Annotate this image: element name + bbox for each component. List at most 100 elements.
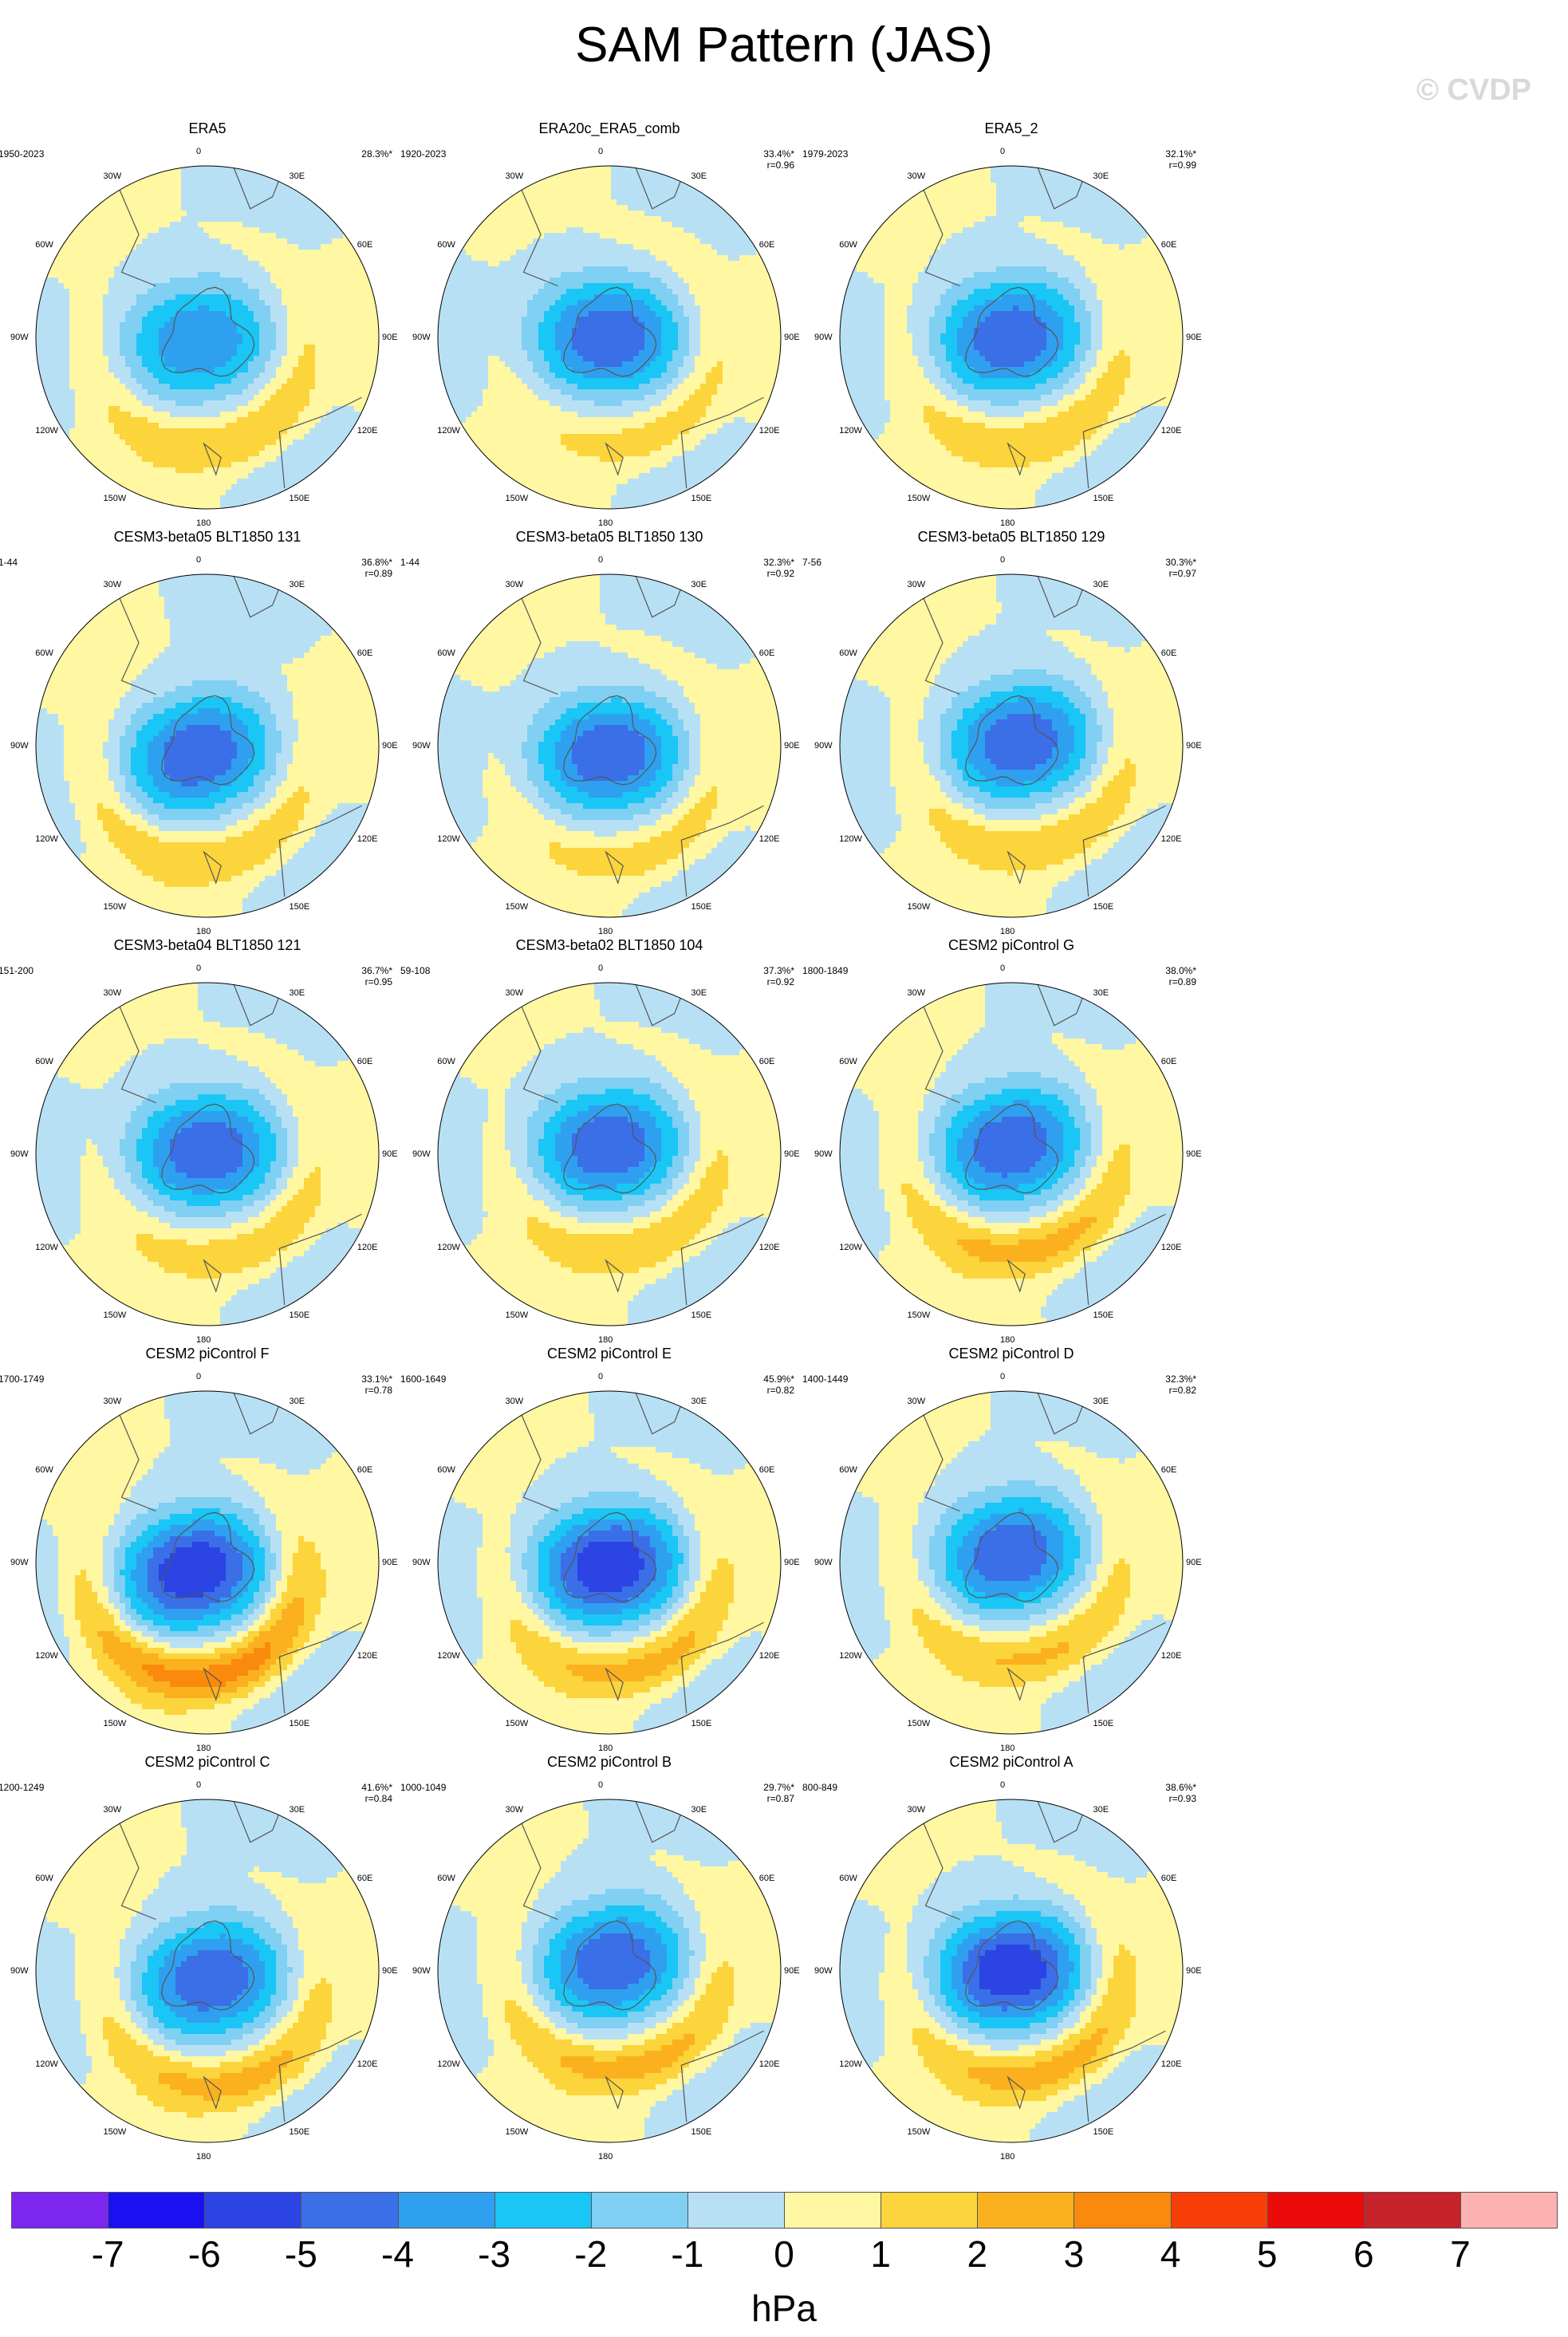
field-cell: [728, 227, 735, 234]
field-cell: [672, 244, 679, 250]
field-cell: [231, 490, 238, 496]
field-cell: [175, 183, 182, 189]
field-cell: [349, 278, 355, 284]
field-cell: [343, 328, 349, 334]
field-cell: [153, 445, 160, 451]
field-cell: [611, 199, 617, 206]
field-cell: [443, 294, 450, 301]
field-cell: [64, 423, 70, 429]
field-cell: [309, 216, 316, 223]
field-cell: [516, 328, 522, 334]
field-cell: [64, 339, 70, 345]
field-cell: [254, 428, 260, 435]
field-cell: [265, 300, 271, 306]
field-cell: [589, 244, 595, 250]
field-cell: [739, 350, 746, 357]
field-cell: [164, 317, 171, 323]
field-cell: [187, 289, 193, 295]
field-cell: [477, 233, 483, 239]
field-cell: [376, 367, 379, 373]
field-cell: [153, 283, 160, 290]
field-cell: [153, 227, 160, 234]
field-cell: [276, 473, 282, 479]
field-cell: [577, 311, 584, 317]
field-cell: [276, 490, 282, 496]
field-cell: [92, 356, 98, 362]
field-cell: [611, 305, 617, 312]
field-cell: [561, 194, 567, 200]
field-cell: [164, 384, 171, 390]
field-cell: [86, 412, 93, 418]
field-cell: [611, 289, 617, 295]
field-cell: [192, 183, 199, 189]
field-cell: [661, 233, 668, 239]
field-cell: [203, 339, 210, 345]
field-cell: [644, 255, 651, 262]
field-cell: [142, 272, 148, 278]
field-cell: [321, 283, 327, 290]
field-cell: [617, 305, 623, 312]
field-cell: [449, 255, 455, 262]
field-cell: [494, 356, 500, 362]
field-cell: [164, 238, 171, 245]
field-cell: [321, 389, 327, 396]
field-cell: [81, 384, 87, 390]
field-cell: [92, 300, 98, 306]
field-cell: [97, 244, 104, 250]
field-cell: [745, 345, 751, 351]
field-cell: [360, 389, 366, 396]
field-cell: [75, 266, 81, 273]
field-cell: [97, 356, 104, 362]
field-cell: [354, 384, 360, 390]
field-cell: [276, 305, 282, 312]
field-cell: [617, 283, 623, 290]
field-cell: [767, 328, 774, 334]
field-cell: [108, 238, 115, 245]
field-cell: [321, 216, 327, 223]
field-cell: [181, 495, 187, 502]
field-cell: [672, 171, 679, 178]
field-cell: [555, 305, 561, 312]
field-cell: [293, 462, 299, 468]
field-cell: [656, 188, 662, 195]
field-cell: [81, 294, 87, 301]
field-cell: [644, 272, 651, 278]
field-cell: [75, 294, 81, 301]
field-cell: [164, 406, 171, 412]
field-cell: [103, 205, 109, 211]
field-cell: [622, 294, 628, 301]
field-cell: [69, 238, 76, 245]
field-cell: [187, 311, 193, 317]
field-cell: [438, 289, 444, 295]
field-cell: [672, 255, 679, 262]
field-cell: [667, 300, 673, 306]
field-cell: [276, 462, 282, 468]
field-cell: [103, 406, 109, 412]
field-cell: [734, 356, 740, 362]
field-cell: [259, 177, 266, 183]
field-cell: [572, 322, 578, 329]
field-cell: [499, 317, 506, 323]
field-cell: [745, 294, 751, 301]
field-cell: [226, 227, 232, 234]
field-cell: [594, 199, 601, 206]
field-cell: [136, 417, 143, 424]
field-cell: [600, 300, 606, 306]
field-cell: [209, 495, 215, 502]
field-cell: [131, 484, 137, 491]
field-cell: [527, 350, 534, 357]
field-cell: [237, 350, 243, 357]
field-cell: [321, 339, 327, 345]
field-cell: [103, 227, 109, 234]
field-cell: [600, 238, 606, 245]
longitude-label: 150E: [290, 494, 310, 503]
field-cell: [555, 311, 561, 317]
field-cell: [505, 227, 511, 234]
field-cell: [86, 311, 93, 317]
field-cell: [170, 434, 176, 440]
field-cell: [276, 238, 282, 245]
field-cell: [153, 423, 160, 429]
field-cell: [309, 389, 316, 396]
field-cell: [449, 289, 455, 295]
field-cell: [159, 423, 165, 429]
